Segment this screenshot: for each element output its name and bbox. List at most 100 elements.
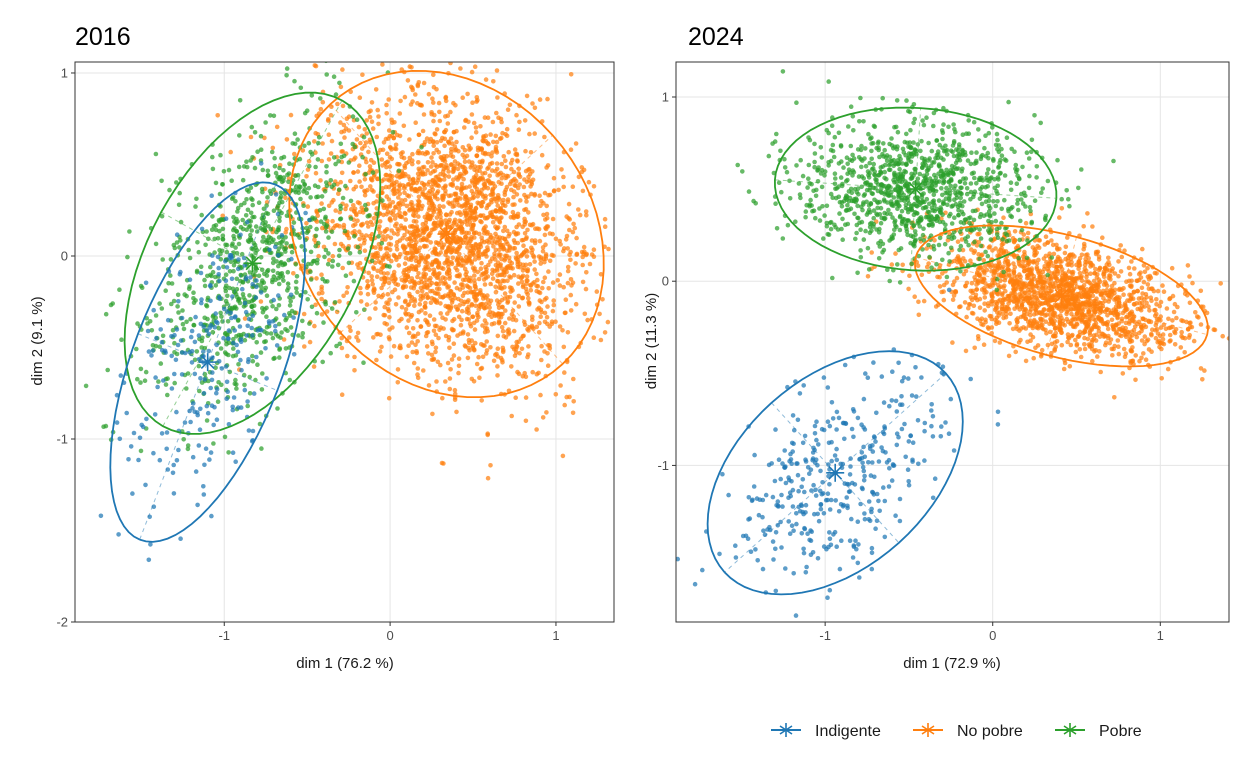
point	[371, 266, 377, 272]
point	[561, 248, 566, 254]
point	[237, 133, 242, 138]
point	[1088, 271, 1093, 277]
point	[523, 195, 529, 200]
point	[186, 286, 192, 292]
point	[178, 338, 184, 343]
point	[224, 396, 229, 402]
point	[223, 298, 229, 304]
point	[202, 377, 208, 382]
point	[127, 229, 132, 234]
point	[1037, 268, 1043, 274]
point	[223, 272, 229, 278]
point	[1146, 304, 1151, 309]
point	[450, 183, 456, 188]
point	[462, 277, 468, 283]
point	[446, 193, 452, 199]
point	[216, 359, 222, 364]
point	[341, 153, 347, 159]
point	[244, 333, 249, 338]
point	[264, 305, 269, 311]
point	[506, 149, 512, 155]
point	[1105, 313, 1110, 318]
point	[339, 149, 345, 154]
point	[448, 289, 454, 294]
point	[402, 197, 408, 203]
point	[220, 213, 225, 219]
point	[1045, 342, 1051, 348]
point	[267, 188, 273, 194]
point	[478, 219, 483, 224]
point	[157, 344, 163, 350]
point	[157, 301, 162, 306]
point	[435, 359, 441, 365]
point	[369, 274, 375, 279]
point	[214, 390, 219, 396]
point	[541, 279, 546, 285]
point	[423, 300, 428, 306]
point	[580, 254, 585, 260]
point	[441, 461, 446, 466]
point	[1078, 354, 1084, 360]
point	[478, 366, 484, 372]
point	[495, 172, 500, 178]
point	[293, 173, 298, 178]
point	[485, 475, 491, 481]
point	[583, 286, 589, 292]
point	[370, 170, 376, 175]
point	[1061, 366, 1067, 372]
point	[428, 171, 433, 176]
point	[395, 189, 400, 194]
point	[503, 203, 508, 208]
point	[357, 163, 362, 168]
point	[283, 195, 288, 201]
point	[454, 199, 460, 205]
point	[1145, 266, 1150, 271]
point	[327, 257, 332, 263]
point	[464, 211, 470, 216]
point	[259, 387, 265, 392]
point	[979, 321, 984, 327]
point	[573, 141, 579, 146]
point	[402, 190, 407, 195]
point	[551, 188, 557, 194]
point	[525, 292, 530, 297]
point	[318, 178, 323, 183]
point	[432, 168, 438, 174]
point	[473, 230, 479, 235]
point	[458, 331, 463, 337]
point	[221, 306, 227, 312]
point	[473, 130, 479, 135]
point	[196, 363, 202, 369]
point	[1034, 325, 1040, 330]
point	[276, 321, 282, 327]
point	[438, 250, 444, 255]
point	[361, 240, 367, 246]
point	[231, 233, 236, 239]
point	[150, 343, 156, 348]
point	[242, 337, 248, 343]
point	[404, 203, 410, 209]
point	[259, 186, 265, 192]
point	[275, 406, 280, 411]
point	[501, 228, 506, 234]
point	[1087, 328, 1093, 334]
point	[543, 256, 549, 262]
point	[537, 320, 542, 326]
point	[1200, 377, 1205, 382]
point	[223, 258, 228, 264]
point	[229, 315, 234, 321]
point	[493, 247, 499, 253]
point	[477, 190, 483, 196]
point	[227, 305, 232, 311]
point	[158, 327, 163, 332]
point	[1175, 304, 1180, 310]
point	[149, 353, 154, 358]
point	[478, 288, 483, 293]
point	[532, 131, 537, 136]
point	[962, 300, 968, 305]
point	[1187, 274, 1192, 279]
point	[352, 144, 358, 150]
point	[217, 278, 222, 284]
point	[526, 344, 531, 349]
point	[308, 224, 313, 230]
